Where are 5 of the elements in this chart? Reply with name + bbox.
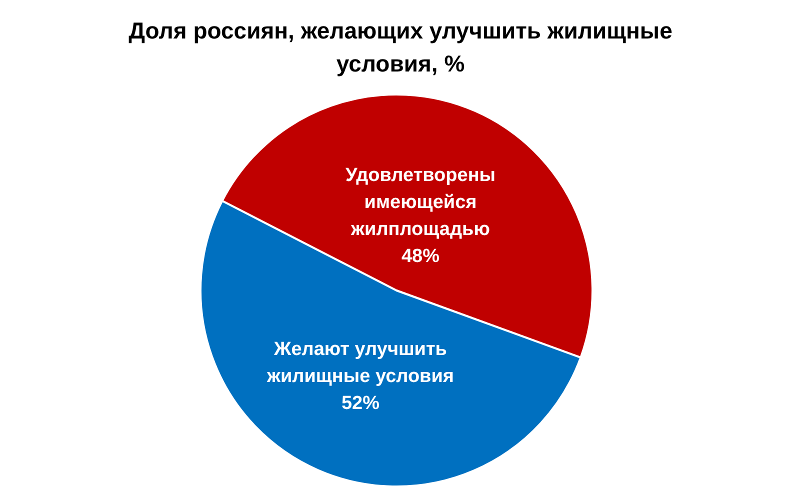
data-label: 48%	[401, 246, 440, 267]
slice-label: Желают улучшить жилищные условия	[266, 339, 454, 387]
slice-label: Удовлетворены имеющейся жилплощадью	[345, 165, 496, 240]
data-label: 52%	[341, 393, 380, 414]
chart-title: Доля россиян, желающих улучшить жилищные условия, %	[128, 18, 672, 76]
